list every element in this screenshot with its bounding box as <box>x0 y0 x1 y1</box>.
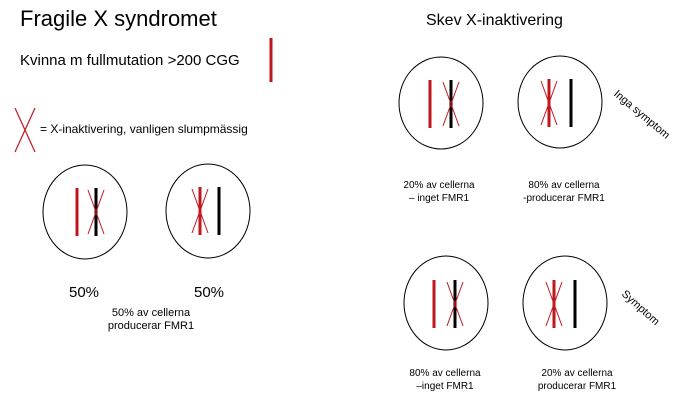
cell-membrane <box>42 164 128 260</box>
caption-top-cell-2-line1: 80% av cellerna <box>528 180 600 191</box>
cell-right-top-2 <box>517 55 603 149</box>
percent-left-cell-2: 50% <box>194 284 225 301</box>
cell-left-1 <box>42 164 128 260</box>
inactivation-cross-legend-icon <box>14 107 36 153</box>
cell-right-bottom-1 <box>403 255 489 351</box>
cell-membrane <box>165 163 251 259</box>
page-title: Fragile X syndromet <box>20 6 217 31</box>
left-caption-line1: 50% av cellerna <box>111 307 191 319</box>
left-caption: 50% av cellerna producerar FMR1 <box>96 307 206 333</box>
percent-left-cell-1: 50% <box>69 284 100 301</box>
cell-membrane <box>403 255 489 351</box>
cell-membrane <box>517 55 603 149</box>
right-section-title: Skev X-inaktivering <box>426 12 563 29</box>
caption-top-cell-1-line2: – inget FMR1 <box>408 193 470 204</box>
caption-bottom-cell-2: 20% av cellerna producerar FMR1 <box>525 367 629 393</box>
cell-right-top-1 <box>398 56 484 150</box>
caption-top-cell-1-line1: 20% av cellerna <box>403 180 475 191</box>
caption-top-cell-1: 20% av cellerna – inget FMR1 <box>387 179 491 205</box>
caption-bottom-cell-1-line2: –inget FMR1 <box>416 381 474 392</box>
caption-top-cell-2: 80% av cellerna -producerar FMR1 <box>512 179 616 205</box>
caption-bottom-cell-2-line1: 20% av cellerna <box>541 368 613 379</box>
caption-top-cell-2-line2: -producerar FMR1 <box>523 193 605 204</box>
caption-bottom-cell-1-line1: 80% av cellerna <box>409 368 481 379</box>
left-caption-line2: producerar FMR1 <box>107 320 195 332</box>
caption-bottom-cell-2-line2: producerar FMR1 <box>537 381 617 392</box>
cell-membrane <box>522 255 608 351</box>
subtitle: Kvinna m fullmutation >200 CGG <box>20 52 240 69</box>
caption-bottom-cell-1: 80% av cellerna –inget FMR1 <box>393 367 497 393</box>
legend-label: = X-inaktivering, vanligen slumpmässig <box>40 122 248 136</box>
cell-right-bottom-2 <box>522 255 608 351</box>
cell-membrane <box>398 56 484 150</box>
cell-left-2 <box>165 163 251 259</box>
